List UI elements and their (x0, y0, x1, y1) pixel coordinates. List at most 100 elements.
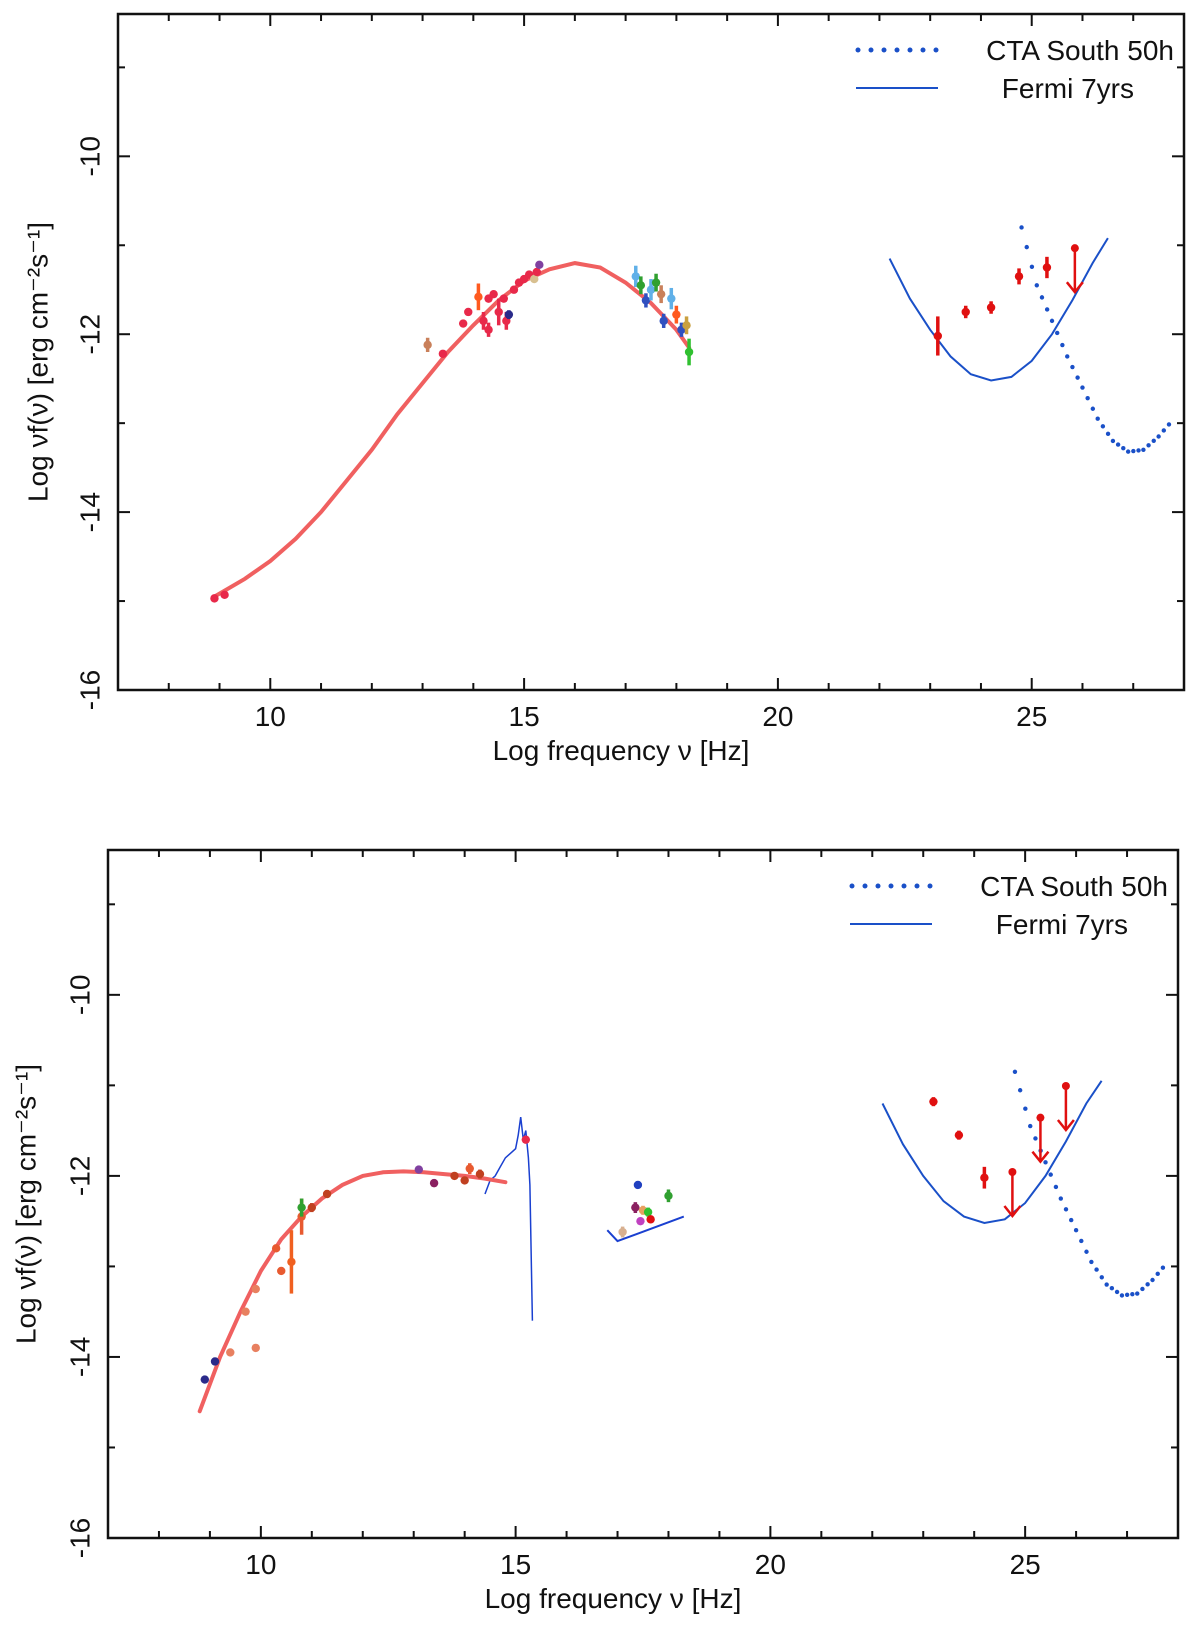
cta-dot (1161, 428, 1166, 433)
cta-dot (1156, 434, 1161, 439)
data-point (251, 1284, 260, 1294)
cta-dot (1039, 295, 1045, 300)
data-point (535, 260, 544, 270)
data-point (1042, 256, 1052, 279)
cta-dot (1060, 342, 1065, 348)
data-point (438, 349, 448, 358)
cta-dot (1019, 225, 1024, 230)
xray-bowtie-line (606, 1215, 685, 1243)
legend-dot (914, 883, 920, 889)
cta-dot (1109, 1286, 1115, 1291)
data-point (297, 1198, 306, 1217)
data-point (504, 310, 514, 320)
cta-dot (1017, 1088, 1023, 1093)
data-marker (322, 1189, 332, 1199)
data-point (664, 1189, 673, 1203)
data-marker (474, 292, 483, 302)
data-point (684, 338, 694, 366)
cta-dot (1125, 449, 1131, 454)
data-point (414, 1165, 424, 1174)
cta-dot (1023, 1106, 1028, 1111)
legend-dot (933, 47, 939, 53)
data-point (322, 1189, 332, 1199)
cta-dot (1070, 364, 1075, 370)
model-curve (212, 261, 692, 599)
data-marker (961, 307, 970, 317)
data-point (633, 1180, 643, 1190)
cta-dot (1140, 1286, 1145, 1292)
cta-dot (1110, 438, 1116, 444)
data-marker (618, 1227, 627, 1237)
cta-dot (1141, 447, 1146, 453)
upper-limit-arrow (1056, 1119, 1075, 1133)
data-point (509, 285, 519, 294)
data-point (656, 285, 666, 304)
data-marker (659, 316, 668, 326)
data-marker (636, 1216, 645, 1226)
data-marker (682, 321, 691, 330)
cta-dot (1065, 354, 1070, 359)
data-marker (929, 1097, 938, 1106)
data-point (646, 279, 656, 301)
data-marker (479, 316, 488, 326)
data-marker (986, 303, 996, 312)
legend-dot (881, 47, 887, 53)
cta-dot (1135, 1291, 1140, 1296)
cta-dot (1124, 1292, 1130, 1297)
x-tick-label: 15 (509, 701, 540, 732)
cta-dot (1054, 330, 1060, 336)
legend-dot (855, 47, 861, 53)
data-point (499, 294, 508, 303)
data-marker (532, 267, 541, 277)
upper-limit-point (1003, 1168, 1022, 1219)
upper-limit-arrow (1003, 1205, 1022, 1219)
cta-dot (1028, 1123, 1033, 1129)
data-point (980, 1166, 989, 1189)
y-tick-label: -14 (74, 492, 105, 532)
data-marker (664, 1191, 673, 1201)
cta-dot (1053, 1184, 1059, 1190)
data-point (961, 305, 970, 319)
data-point (641, 293, 651, 308)
data-marker (423, 340, 432, 350)
data-point (672, 305, 681, 324)
x-axis-label: Log frequency ν [Hz] (485, 1583, 742, 1614)
cta-dot (1166, 422, 1172, 427)
y-tick-label: -14 (64, 1337, 95, 1377)
cta-dot (1033, 1136, 1038, 1141)
plot-content (197, 1069, 1166, 1414)
data-point (636, 1216, 645, 1226)
plot-content (210, 225, 1172, 603)
upper-limit-marker (1008, 1168, 1017, 1176)
data-marker (521, 1135, 531, 1144)
cta-dot (1075, 375, 1080, 380)
x-axis-label: Log frequency ν [Hz] (493, 735, 750, 766)
data-marker (651, 278, 661, 287)
data-marker (484, 325, 493, 334)
legend-label-fermi: Fermi 7yrs (1002, 73, 1134, 104)
data-point (251, 1343, 260, 1353)
upper-limit-marker (1036, 1113, 1045, 1122)
data-marker (210, 1357, 220, 1366)
data-marker (684, 347, 694, 357)
x-tick-label: 25 (1010, 1549, 1041, 1580)
legend-cta-swatch (855, 47, 939, 53)
data-marker (277, 1266, 286, 1276)
cta-dot (1131, 448, 1136, 454)
data-marker (297, 1203, 306, 1212)
cta-dot (1044, 307, 1050, 312)
legend-dot (868, 47, 874, 53)
cta-dot (1049, 318, 1055, 324)
data-marker (460, 1176, 469, 1185)
cta-dot (1048, 1172, 1053, 1177)
legend-dot (849, 883, 855, 889)
data-marker (307, 1203, 317, 1212)
legend-dot (907, 47, 913, 53)
data-point (618, 1226, 627, 1238)
x-tick-label: 10 (245, 1549, 276, 1580)
y-axis-label: Log νf(ν) [erg cm⁻²s⁻¹] (22, 222, 53, 502)
data-point (423, 337, 432, 352)
data-point (933, 316, 943, 356)
cta-dot (1029, 264, 1035, 269)
data-marker (271, 1244, 281, 1253)
